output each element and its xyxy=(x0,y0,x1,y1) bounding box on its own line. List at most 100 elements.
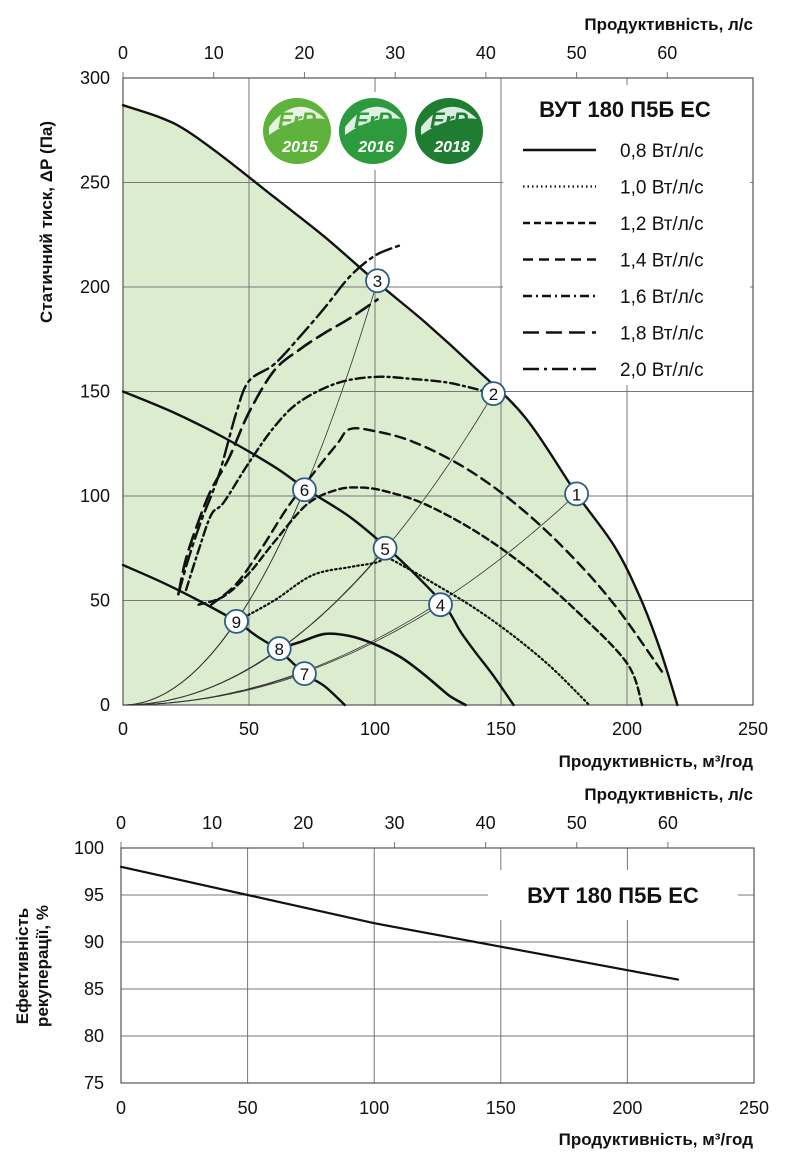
x-tick-label: 200 xyxy=(612,1098,642,1118)
marker-circle xyxy=(292,661,317,687)
top-x2-tick-labels: 0 10 20 30 40 50 60 xyxy=(118,43,677,63)
operating-point-marker: 8 xyxy=(266,636,292,661)
x-tick-label: 150 xyxy=(486,1098,516,1118)
bottom-y-tick-labels: 75 80 85 90 95 100 xyxy=(74,838,104,1093)
bottom-x-tick-labels: 0 50 100 150 200 250 xyxy=(116,1098,769,1118)
bottom-y-axis-label-line2: рекуперації, % xyxy=(33,905,52,1027)
x2-tick-label: 20 xyxy=(294,43,314,63)
x-tick-label: 50 xyxy=(238,1098,258,1118)
sfp-curve-dotted xyxy=(235,557,591,707)
operating-point-marker: 6 xyxy=(292,477,317,503)
y-tick-label: 80 xyxy=(84,1026,104,1046)
erp-badge-text: ErP xyxy=(430,108,468,133)
legend-label: 1,0 Вт/л/с xyxy=(620,178,704,199)
bottom-x-axis-label: Продуктивність, м³/год xyxy=(559,1130,754,1149)
y-tick-label: 200 xyxy=(80,277,110,297)
erp-leaf-shape xyxy=(269,106,325,135)
working-area-fill xyxy=(123,105,678,705)
x2-tick-label: 0 xyxy=(116,813,126,833)
x2-tick-label: 30 xyxy=(384,813,404,833)
y-tick-label: 75 xyxy=(84,1073,104,1093)
x2-tick-label: 60 xyxy=(657,43,677,63)
erp-badge: ErP 2016 xyxy=(339,98,407,164)
erp-badges: ErP 2015 ErP 2016 ErP 2018 xyxy=(256,92,496,170)
top-x-tick-labels: 0 50 100 150 200 250 xyxy=(118,719,768,739)
x-tick-label: 50 xyxy=(239,719,259,739)
erp-badge: ErP 2015 xyxy=(263,98,331,164)
erp-badge-year: 2018 xyxy=(433,139,470,156)
bottom-y-axis-label-line1: Ефективність xyxy=(13,908,32,1024)
top-chart-title: ВУТ 180 П5Б ЕС xyxy=(539,97,711,122)
sfp-curve-solid xyxy=(277,632,467,707)
y-tick-label: 50 xyxy=(90,591,110,611)
x2-tick-label: 50 xyxy=(567,43,587,63)
y-tick-label: 250 xyxy=(80,173,110,193)
sfp-curve-long-dash-dot xyxy=(177,244,402,596)
x-tick-label: 250 xyxy=(738,719,768,739)
top-y-tick-labels: 0 50 100 150 200 250 300 xyxy=(80,68,110,715)
legend-label: 2,0 Вт/л/с xyxy=(620,360,704,381)
fan-curve-max xyxy=(121,104,679,707)
efficiency-line xyxy=(119,865,680,981)
x-tick-label: 100 xyxy=(360,719,390,739)
marker-circle xyxy=(564,481,589,507)
sfp-curves xyxy=(177,244,666,707)
marker-label: 5 xyxy=(380,540,389,559)
legend-label: 1,4 Вт/л/с xyxy=(620,251,704,272)
efficiency-chart: ВУТ 180 П5Б ЕС 0 50 100 150 200 250 0 10 20 30 40… xyxy=(13,785,769,1149)
operating-point-marker: 4 xyxy=(428,592,453,618)
erp-badge-text: ErP xyxy=(354,108,392,133)
x-tick-label: 150 xyxy=(486,719,516,739)
legend-label: 0,8 Вт/л/с xyxy=(620,141,704,162)
operating-point-marker: 5 xyxy=(372,535,398,561)
x-tick-label: 0 xyxy=(118,719,128,739)
x2-tick-label: 0 xyxy=(118,43,128,63)
x-tick-label: 250 xyxy=(739,1098,769,1118)
marker-circle xyxy=(292,477,317,503)
marker-circle xyxy=(266,636,292,661)
y-tick-label: 150 xyxy=(80,382,110,402)
system-curve xyxy=(123,673,305,706)
bottom-x2-axis-label: Продуктивність, л/с xyxy=(584,785,753,804)
y-tick-label: 100 xyxy=(80,486,110,506)
y-tick-label: 85 xyxy=(84,979,104,999)
x2-tick-label: 30 xyxy=(385,43,405,63)
y-tick-label: 300 xyxy=(80,68,110,88)
marker-label: 3 xyxy=(373,272,382,291)
bottom-plot-frame xyxy=(120,847,755,1084)
system-curve xyxy=(122,621,237,706)
marker-circle xyxy=(372,535,398,561)
erp-badge-year: 2015 xyxy=(281,139,319,156)
bottom-title-background xyxy=(488,870,738,920)
marker-label: 8 xyxy=(275,640,284,659)
x2-tick-label: 50 xyxy=(567,813,587,833)
top-x-axis-label: Продуктивність, м³/год xyxy=(559,752,754,771)
x2-tick-label: 10 xyxy=(202,813,222,833)
system-curve xyxy=(122,648,280,706)
marker-circle xyxy=(428,592,453,618)
system-curves xyxy=(122,280,577,706)
marker-circle xyxy=(481,381,506,406)
y-tick-label: 100 xyxy=(74,838,104,858)
sfp-curve-short-dash xyxy=(197,486,644,707)
x2-tick-label: 40 xyxy=(476,813,496,833)
bottom-chart-title: ВУТ 180 П5Б ЕС xyxy=(527,883,699,908)
erp-badge: ErP 2018 xyxy=(415,98,483,164)
legend-items: 0,8 Вт/л/с 1,0 Вт/л/с 1,2 Вт/л/с 1,4 Вт/л/с… xyxy=(523,141,704,381)
x2-tick-label: 60 xyxy=(658,813,678,833)
top-y-axis-label: Статичний тиск, ΔР (Па) xyxy=(37,121,56,323)
top-x2-axis-label: Продуктивність, л/с xyxy=(584,15,753,34)
marker-label: 6 xyxy=(300,481,309,500)
x2-tick-label: 20 xyxy=(293,813,313,833)
y-tick-label: 90 xyxy=(84,932,104,952)
operating-point-marker: 1 xyxy=(564,481,589,507)
legend-background xyxy=(503,85,750,385)
erp-leaf-shape xyxy=(345,106,401,135)
legend-label: 1,2 Вт/л/с xyxy=(620,214,704,235)
efficiency-series xyxy=(119,865,680,981)
operating-point-marker: 2 xyxy=(481,381,506,406)
legend-label: 1,8 Вт/л/с xyxy=(620,324,704,345)
x-tick-label: 0 xyxy=(116,1098,126,1118)
